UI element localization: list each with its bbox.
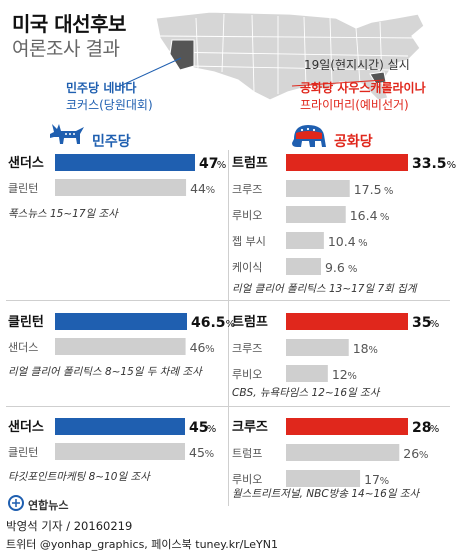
value-label: 17 xyxy=(364,472,380,487)
nevada-caucus-note: 민주당 네바다 코커스(당원대회) xyxy=(66,80,153,114)
candidate-label: 클린턴 xyxy=(8,446,38,459)
percent-sign: % xyxy=(380,212,390,223)
value-label: 35 xyxy=(412,315,431,331)
percent-sign: % xyxy=(348,264,358,275)
chart-title: 미국 대선후보 xyxy=(12,12,126,36)
poll-source: CBS, 뉴욕타임스 12~16일 조사 xyxy=(232,387,381,399)
survey-date-note: 19일(현지시간) 실시 xyxy=(304,58,410,72)
candidate-label: 케이식 xyxy=(232,261,262,274)
percent-sign: % xyxy=(347,371,357,382)
candidate-label: 트럼프 xyxy=(232,156,268,171)
candidate-bar xyxy=(55,154,195,171)
yonhap-logo-text: 연합뉴스 xyxy=(28,499,69,512)
nevada-note-bold: 네바다 xyxy=(103,81,137,95)
candidate-label: 트럼프 xyxy=(232,447,262,460)
percent-sign: % xyxy=(419,450,429,461)
republican-label: 공화당 xyxy=(334,134,373,150)
republican-elephant-icon xyxy=(292,125,326,147)
percent-sign: % xyxy=(358,238,368,249)
candidate-bar xyxy=(55,443,185,460)
column-divider xyxy=(228,150,229,506)
candidate-bar xyxy=(55,418,185,435)
poll-source: 리얼 클리어 폴리틱스 8~15일 두 차례 조사 xyxy=(8,366,203,378)
poll-source: 폭스뉴스 15~17일 조사 xyxy=(8,208,119,220)
candidate-label: 클린턴 xyxy=(8,182,38,195)
candidate-bar xyxy=(286,313,408,330)
yonhap-logo-icon xyxy=(8,495,24,511)
candidate-bar xyxy=(286,258,321,275)
value-label: 16.4 xyxy=(350,208,378,223)
poll-source: 리얼 클리어 폴리틱스 13~17일 7회 집계 xyxy=(232,283,418,295)
sc-primary-note: 공화당 사우스캐롤라이나 프라이머리(예비선거) xyxy=(300,80,426,114)
value-label: 45 xyxy=(189,420,208,436)
value-label: 10.4 xyxy=(328,234,356,249)
percent-sign: % xyxy=(217,160,227,171)
candidate-bar xyxy=(286,418,408,435)
nevada-note-line2: 코커스(당원대회) xyxy=(66,98,153,112)
map-callout-lines xyxy=(119,57,385,87)
candidate-bar xyxy=(286,232,324,249)
value-label: 12 xyxy=(332,367,348,382)
candidate-label: 크루즈 xyxy=(232,420,268,435)
percent-sign: % xyxy=(226,319,236,330)
candidate-bar xyxy=(286,180,350,197)
value-label: 9.6 xyxy=(325,260,345,275)
sns-info: 트위터 @yonhap_graphics, 페이스북 tuney.kr/LeYN… xyxy=(6,538,278,551)
percent-sign: % xyxy=(207,424,217,435)
percent-sign: % xyxy=(205,344,215,355)
nevada-highlight xyxy=(169,39,195,71)
value-label: 28 xyxy=(412,420,431,436)
sc-note-line2: 프라이머리(예비선거) xyxy=(300,98,409,112)
candidate-label: 크루즈 xyxy=(232,342,262,355)
candidate-bar xyxy=(55,313,187,330)
candidate-label: 트럼프 xyxy=(232,315,268,330)
percent-sign: % xyxy=(205,449,215,460)
candidate-label: 크루즈 xyxy=(232,183,262,196)
value-label: 45 xyxy=(189,445,205,460)
percent-sign: % xyxy=(447,160,456,171)
candidate-bar xyxy=(286,365,328,382)
candidate-label: 샌더스 xyxy=(8,341,38,354)
candidate-bar xyxy=(55,179,187,196)
candidate-bar xyxy=(55,338,186,355)
value-label: 47 xyxy=(199,156,218,172)
value-label: 18 xyxy=(353,341,369,356)
candidate-label: 샌더스 xyxy=(8,419,44,435)
percent-sign: % xyxy=(380,476,390,487)
nevada-note-prefix: 민주당 xyxy=(66,81,104,95)
candidate-label: 클린턴 xyxy=(8,314,44,330)
value-label: 46 xyxy=(190,340,206,355)
candidate-bar xyxy=(286,444,400,461)
value-label: 33.5 xyxy=(412,156,447,172)
percent-sign: % xyxy=(206,185,216,196)
percent-sign: % xyxy=(384,186,394,197)
row-divider-1 xyxy=(6,300,450,301)
candidate-label: 루비오 xyxy=(232,209,262,222)
sc-note-bold: 사우스캐롤라이나 xyxy=(337,81,426,95)
poll-source: 타깃포인트마케팅 8~10일 조사 xyxy=(8,471,151,483)
byline: 박영석 기자 / 20160219 xyxy=(6,519,133,533)
percent-sign: % xyxy=(430,319,440,330)
row-divider-2 xyxy=(6,406,450,407)
value-label: 46.5 xyxy=(191,315,226,331)
candidate-bar xyxy=(286,206,346,223)
value-label: 44 xyxy=(190,181,206,196)
candidate-bar xyxy=(286,339,349,356)
candidate-label: 젭 부시 xyxy=(232,235,266,248)
percent-sign: % xyxy=(430,424,440,435)
chart-subtitle: 여론조사 결과 xyxy=(12,38,120,60)
percent-sign: % xyxy=(368,345,378,356)
sc-note-prefix: 공화당 xyxy=(300,81,338,95)
poll-source: 월스트리트저널, NBC방송 14~16일 조사 xyxy=(232,488,421,500)
democrat-label: 민주당 xyxy=(92,134,131,150)
candidate-label: 루비오 xyxy=(232,473,262,486)
candidate-label: 샌더스 xyxy=(8,155,44,171)
candidate-bar xyxy=(286,154,408,171)
value-label: 26 xyxy=(403,446,419,461)
candidate-label: 루비오 xyxy=(232,368,262,381)
value-label: 17.5 xyxy=(354,182,382,197)
candidate-bar xyxy=(286,470,361,487)
democrat-donkey-icon xyxy=(50,124,84,144)
